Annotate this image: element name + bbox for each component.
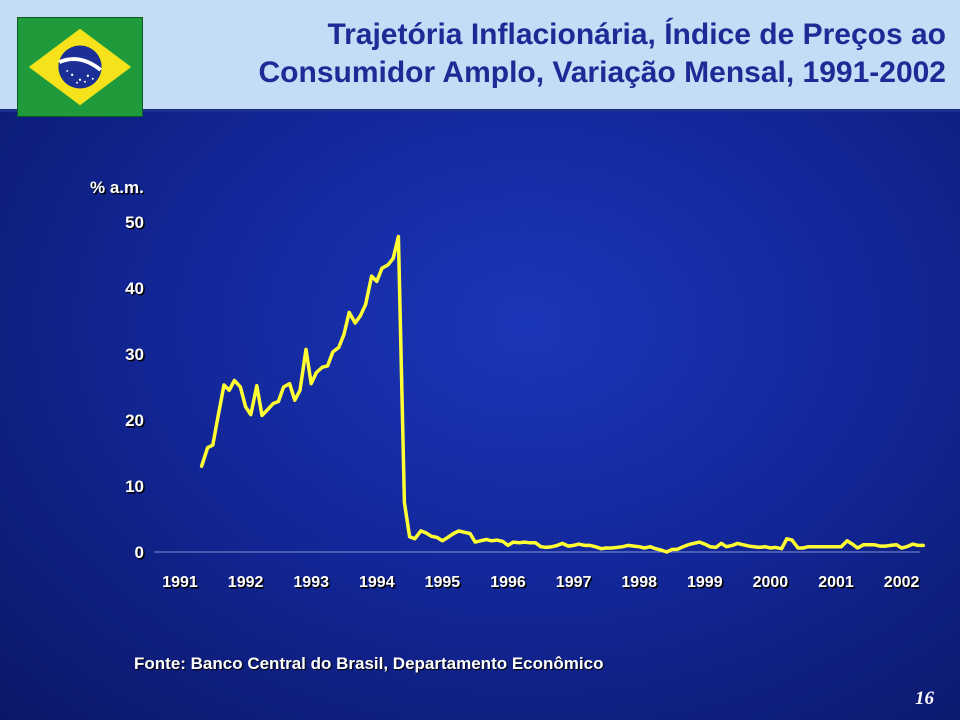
x-tick-label-1997: 1997 [556,574,592,591]
x-tick-label-1999: 1999 [687,574,723,591]
y-tick-label-10-shadow: 10 [127,479,146,498]
y-tick-label-30-shadow: 30 [127,347,146,366]
x-tick-label-1995-shadow: 1995 [426,576,462,593]
y-tick-label-40: 40 [125,279,144,298]
y-tick-label-0: 0 [135,543,144,562]
series-line-0 [199,234,925,554]
x-tick-label-1992-shadow: 1992 [229,576,265,593]
x-tick-label-2002: 2002 [884,574,920,591]
y-tick-label-40-shadow: 40 [127,281,146,300]
x-tick-label-1999-shadow: 1999 [689,576,725,593]
slide-title-line-2: Consumidor Amplo, Variação Mensal, 1991-… [258,56,946,89]
brazil-flag-icon [17,17,143,117]
x-tick-label-1996: 1996 [490,574,526,591]
x-tick-label-1991-shadow: 1991 [164,576,200,593]
page-number: 16 [915,688,934,709]
slide-title: Trajetória Inflacionária, Índice de Preç… [186,16,946,92]
x-tick-label-2001: 2001 [818,574,854,591]
x-tick-label-1994: 1994 [359,574,395,591]
x-tick-label-1996-shadow: 1996 [492,576,528,593]
y-axis-label: % a.m. [90,178,144,197]
y-tick-label-0-shadow: 0 [136,545,145,564]
source-note: Fonte: Banco Central do Brasil, Departam… [134,654,604,673]
x-tick-label-1993-shadow: 1993 [295,576,331,593]
x-tick-label-1994-shadow: 1994 [361,576,397,593]
x-tick-label-2002-shadow: 2002 [885,576,921,593]
y-axis-label-shadow: % a.m. [92,180,146,199]
y-tick-label-10: 10 [125,477,144,496]
x-tick-label-2001-shadow: 2001 [820,576,856,593]
x-tick-label-1993: 1993 [293,574,329,591]
y-tick-label-30: 30 [125,345,144,364]
x-tick-label-1998-shadow: 1998 [623,576,659,593]
title-bar: Trajetória Inflacionária, Índice de Preç… [0,0,960,117]
x-tick-label-2000-shadow: 2000 [754,576,790,593]
y-tick-label-50-shadow: 50 [127,215,146,234]
x-tick-label-1995: 1995 [425,574,461,591]
y-tick-label-20-shadow: 20 [127,413,146,432]
x-tick-label-1997-shadow: 1997 [557,576,593,593]
x-tick-label-1991: 1991 [162,574,198,591]
x-tick-label-1992: 1992 [228,574,264,591]
slide-title-line-1: Trajetória Inflacionária, Índice de Preç… [327,18,946,51]
y-tick-label-20: 20 [125,411,144,430]
x-tick-label-2000: 2000 [753,574,789,591]
x-tick-label-1998: 1998 [621,574,657,591]
y-tick-label-50: 50 [125,213,144,232]
